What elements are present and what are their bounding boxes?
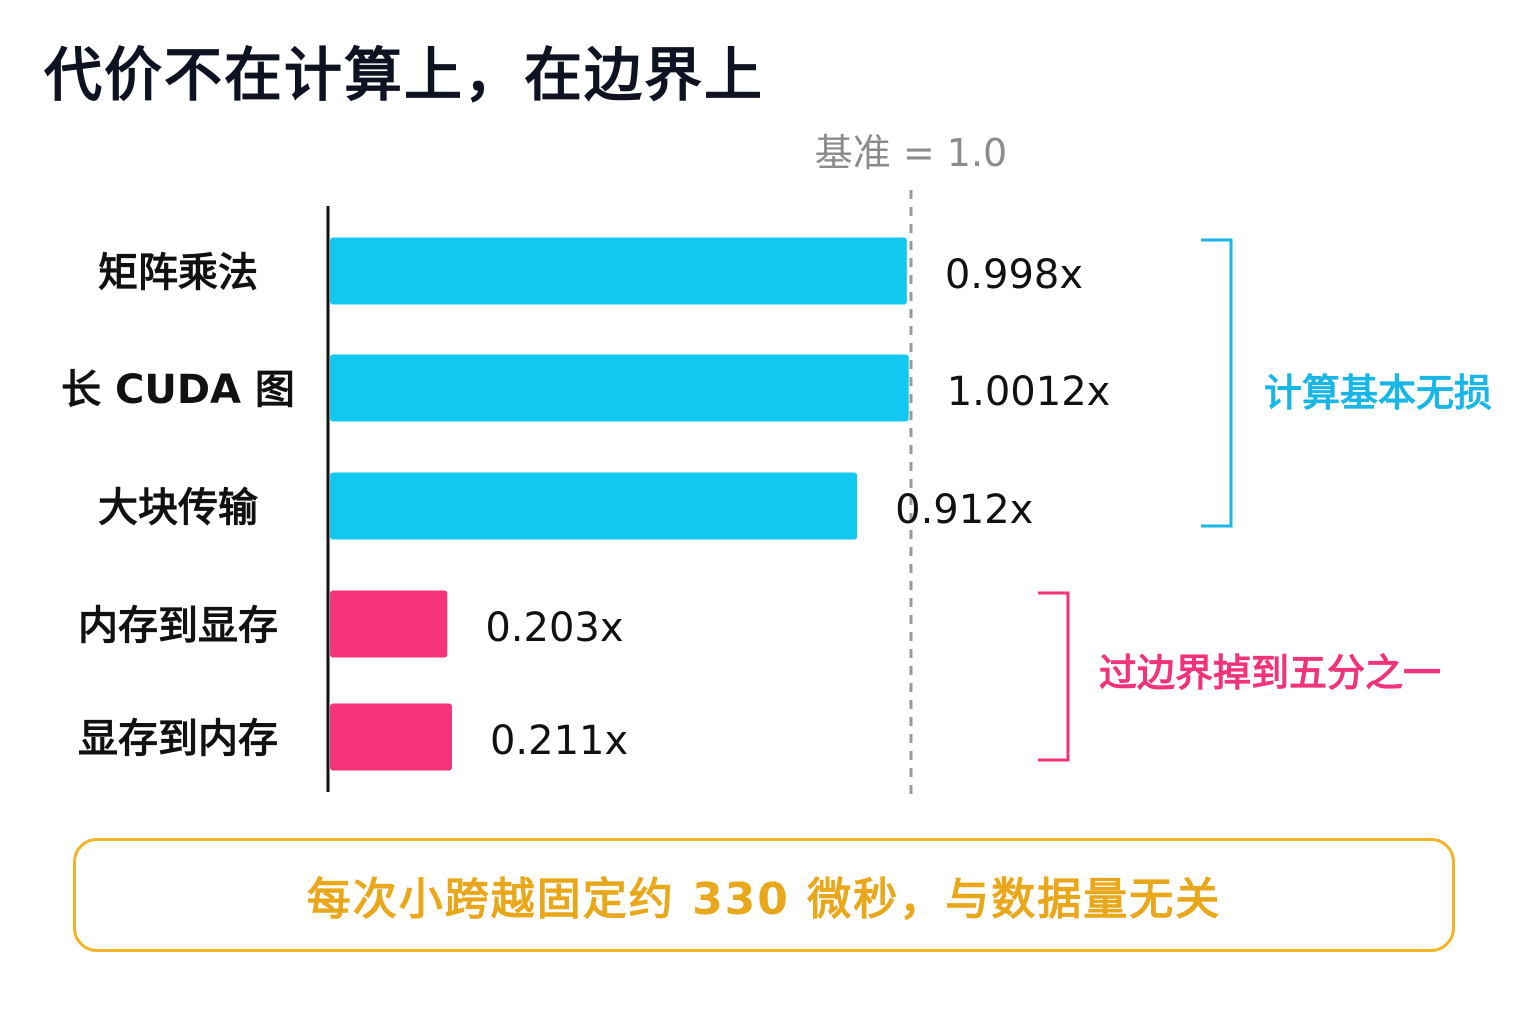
footer-callout: 每次小跨越固定约 330 微秒，与数据量无关	[73, 838, 1455, 952]
group-label-0: 计算基本无损	[1264, 371, 1492, 415]
value-label-2: 0.912x	[895, 487, 1033, 533]
value-label-3: 0.203x	[485, 605, 623, 651]
category-label-1: 长 CUDA 图	[61, 367, 295, 413]
value-label-0: 0.998x	[945, 252, 1083, 298]
value-label-1: 1.0012x	[947, 369, 1111, 415]
reference-line-label: 基准 = 1.0	[815, 131, 1007, 175]
group-label-1: 过边界掉到五分之一	[1099, 651, 1441, 695]
bar-4	[330, 703, 452, 771]
footer-text: 每次小跨越固定约 330 微秒，与数据量无关	[306, 874, 1222, 925]
group-bracket-1	[1038, 591, 1070, 762]
group-bracket-0	[1201, 238, 1233, 528]
bar-chart: 基准 = 1.0 矩阵乘法 0.998x 长 CUDA 图 1.0012x 大块传输 0.…	[61, 131, 1492, 802]
bar-0	[330, 237, 907, 305]
page-title: 代价不在计算上，在边界上	[44, 41, 765, 109]
bar-1	[330, 354, 909, 422]
category-label-3: 内存到显存	[78, 603, 278, 649]
category-label-4: 显存到内存	[78, 716, 278, 762]
bar-3	[330, 590, 448, 658]
category-label-2: 大块传输	[98, 485, 259, 531]
category-label-0: 矩阵乘法	[98, 250, 258, 296]
bar-2	[330, 472, 858, 540]
value-label-4: 0.211x	[490, 718, 628, 764]
